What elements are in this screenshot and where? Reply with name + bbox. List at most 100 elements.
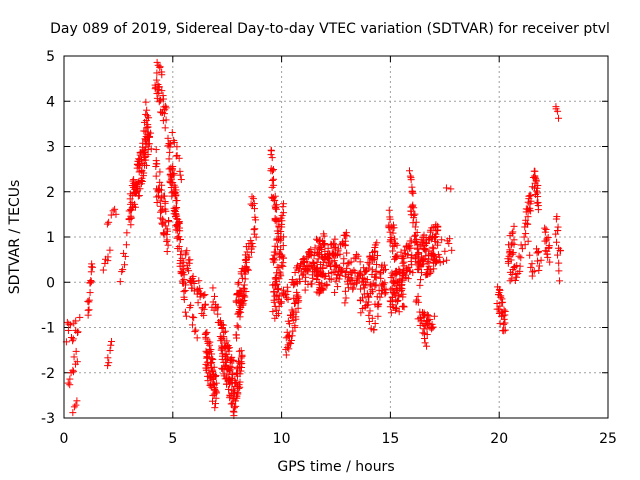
data-point bbox=[181, 287, 189, 295]
data-point bbox=[336, 250, 344, 258]
data-point bbox=[237, 347, 245, 355]
data-point bbox=[554, 107, 562, 115]
data-point bbox=[163, 248, 171, 256]
data-point bbox=[400, 302, 408, 310]
data-point bbox=[496, 320, 504, 328]
data-point bbox=[439, 258, 447, 266]
x-tick-label: 25 bbox=[599, 431, 617, 447]
data-point bbox=[271, 256, 279, 264]
data-point bbox=[270, 181, 278, 189]
data-point bbox=[211, 372, 219, 380]
data-point bbox=[277, 298, 285, 306]
data-point bbox=[104, 253, 112, 261]
data-point bbox=[400, 258, 408, 266]
data-point bbox=[428, 325, 436, 333]
data-point bbox=[69, 366, 77, 374]
data-point bbox=[414, 298, 422, 306]
data-point bbox=[85, 306, 93, 314]
y-tick-label: 4 bbox=[46, 94, 55, 110]
data-point bbox=[511, 276, 519, 284]
data-point bbox=[386, 238, 394, 246]
data-point bbox=[275, 292, 283, 300]
data-point bbox=[193, 334, 201, 342]
data-point bbox=[532, 177, 540, 185]
data-point bbox=[201, 301, 209, 309]
data-point bbox=[365, 311, 373, 319]
data-point bbox=[64, 326, 72, 334]
data-point bbox=[387, 309, 395, 317]
data-point bbox=[145, 140, 153, 148]
data-point bbox=[123, 229, 131, 237]
data-point bbox=[508, 239, 516, 247]
data-point bbox=[222, 358, 230, 366]
data-point bbox=[144, 123, 152, 131]
data-point bbox=[218, 321, 226, 329]
data-point bbox=[138, 177, 146, 185]
data-point bbox=[360, 284, 368, 292]
data-point bbox=[447, 185, 455, 193]
data-point bbox=[142, 161, 150, 169]
data-point bbox=[228, 357, 236, 365]
data-point bbox=[73, 397, 81, 405]
x-tick-label: 0 bbox=[60, 431, 69, 447]
data-point bbox=[417, 276, 425, 284]
data-point bbox=[499, 298, 507, 306]
data-point bbox=[185, 267, 193, 275]
data-point bbox=[516, 267, 524, 275]
data-point bbox=[434, 241, 442, 249]
data-point bbox=[170, 169, 178, 177]
data-point bbox=[156, 63, 164, 71]
data-point bbox=[279, 242, 287, 250]
data-point bbox=[368, 266, 376, 274]
chart-title: Day 089 of 2019, Sidereal Day-to-day VTE… bbox=[50, 21, 610, 37]
data-point bbox=[237, 364, 245, 372]
data-point bbox=[390, 224, 398, 232]
data-point bbox=[158, 87, 166, 95]
data-point bbox=[292, 313, 300, 321]
data-point bbox=[200, 305, 208, 313]
data-point bbox=[315, 242, 323, 250]
data-point bbox=[180, 258, 188, 266]
data-point bbox=[288, 276, 296, 284]
data-point bbox=[111, 205, 119, 213]
data-point bbox=[497, 293, 505, 301]
data-point bbox=[411, 210, 419, 218]
data-point bbox=[331, 235, 339, 243]
data-point bbox=[163, 236, 171, 244]
data-point bbox=[279, 200, 287, 208]
data-point bbox=[104, 354, 112, 362]
data-point bbox=[391, 235, 399, 243]
data-point bbox=[189, 272, 197, 280]
data-point bbox=[268, 167, 276, 175]
data-point bbox=[282, 351, 290, 359]
data-point bbox=[543, 250, 551, 258]
data-point bbox=[175, 220, 183, 228]
data-point bbox=[368, 314, 376, 322]
data-point bbox=[501, 307, 509, 315]
data-point bbox=[424, 312, 432, 320]
data-point bbox=[500, 327, 508, 335]
data-point bbox=[143, 106, 151, 114]
data-point bbox=[221, 327, 229, 335]
data-point bbox=[445, 239, 453, 247]
data-point bbox=[182, 312, 190, 320]
data-point bbox=[66, 375, 74, 383]
data-point bbox=[172, 186, 180, 194]
data-point bbox=[165, 155, 173, 163]
data-point bbox=[210, 363, 218, 371]
data-point bbox=[366, 260, 374, 268]
data-point bbox=[411, 223, 419, 231]
data-point bbox=[239, 300, 247, 308]
data-point bbox=[284, 287, 292, 295]
data-point bbox=[414, 292, 422, 300]
data-point bbox=[153, 69, 161, 77]
data-point bbox=[421, 339, 429, 347]
data-point bbox=[275, 310, 283, 318]
data-point bbox=[363, 276, 371, 284]
data-point bbox=[365, 264, 373, 272]
data-point bbox=[105, 359, 113, 367]
data-point bbox=[535, 262, 543, 270]
data-point bbox=[500, 320, 508, 328]
data-point bbox=[335, 275, 343, 283]
data-point bbox=[236, 313, 244, 321]
